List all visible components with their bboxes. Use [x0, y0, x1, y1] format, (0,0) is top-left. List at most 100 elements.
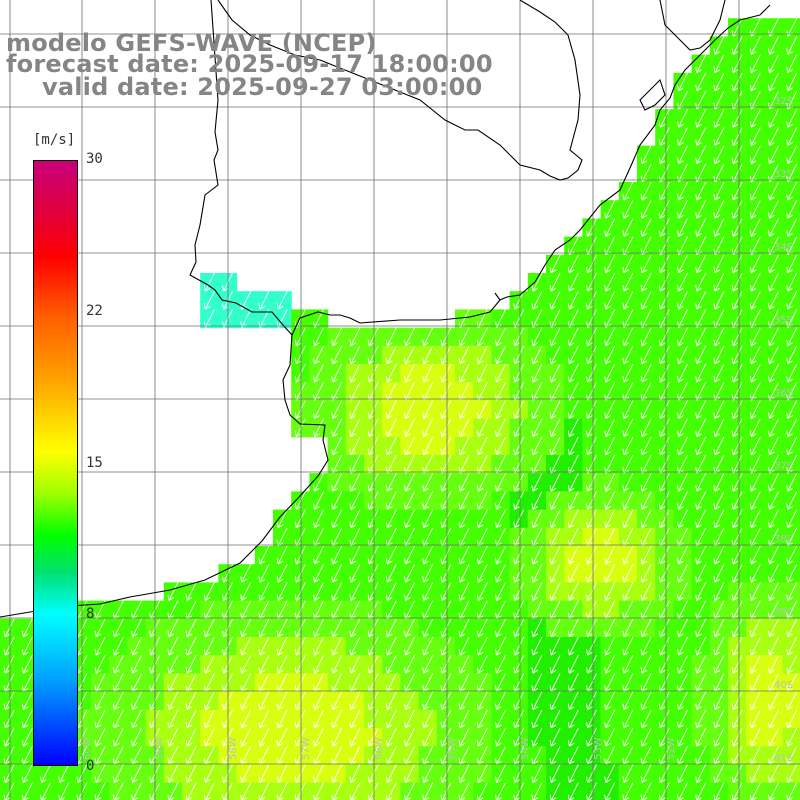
wind-arrow — [422, 582, 434, 601]
wind-arrow — [713, 254, 725, 274]
wind-arrow — [786, 491, 798, 510]
wind-arrow — [768, 327, 779, 347]
wind-arrow — [713, 436, 725, 456]
wind-arrow — [677, 436, 688, 456]
wind-arrow — [440, 582, 452, 601]
wind-arrow — [586, 491, 597, 510]
wind-arrow — [713, 509, 725, 529]
wind-arrow — [786, 363, 798, 383]
wind-arrow — [622, 509, 634, 529]
wind-arrow — [786, 200, 798, 219]
wind-arrow — [768, 54, 779, 74]
wind-arrow — [404, 418, 415, 438]
wind-arrow — [786, 545, 798, 565]
wind-arrow — [695, 127, 707, 146]
wind-arrow — [422, 418, 434, 438]
latitude-label: 36S — [774, 388, 793, 399]
wind-arrow — [513, 509, 525, 529]
wind-arrow — [749, 218, 761, 237]
wind-arrow — [531, 473, 543, 492]
wind-arrow — [768, 291, 779, 310]
wind-arrow — [749, 400, 761, 419]
wind-arrow — [531, 509, 543, 529]
wind-arrow — [622, 218, 634, 237]
wind-arrow — [677, 200, 688, 219]
wind-arrow — [476, 473, 488, 492]
wind-arrow — [422, 564, 434, 583]
wind-arrow — [768, 218, 779, 237]
wind-arrow — [567, 363, 579, 383]
wind-arrow — [731, 254, 743, 274]
wind-arrow — [640, 400, 652, 419]
wind-arrow — [604, 400, 616, 419]
wind-arrow — [695, 363, 707, 383]
wind-arrow — [567, 327, 579, 347]
wind-arrow — [313, 400, 324, 419]
wind-arrow — [440, 345, 452, 365]
wind-arrow — [567, 272, 579, 292]
wind-arrow — [167, 582, 179, 601]
wind-arrow — [513, 564, 525, 583]
wind-arrow — [786, 109, 798, 128]
wind-arrow — [604, 345, 616, 365]
wind-arrow — [713, 218, 725, 237]
wind-arrow — [640, 509, 652, 529]
wind-arrow — [731, 400, 743, 419]
wind-arrow — [768, 509, 779, 529]
wind-arrow — [422, 327, 434, 347]
wind-arrow — [567, 291, 579, 310]
wind-arrow — [640, 181, 652, 201]
wind-arrow — [695, 491, 707, 510]
wind-arrow — [713, 418, 725, 438]
wind-arrow — [313, 363, 324, 383]
wind-arrow — [768, 72, 779, 92]
wind-arrow — [768, 436, 779, 456]
wind-arrow — [622, 473, 634, 492]
wind-arrow — [422, 491, 434, 510]
wind-arrow — [731, 545, 743, 565]
wind-arrow — [604, 254, 616, 274]
wind-arrow — [622, 345, 634, 365]
wind-arrow — [567, 345, 579, 365]
wind-arrow — [695, 400, 707, 419]
wind-arrow — [258, 545, 270, 565]
wind-arrow — [331, 418, 343, 438]
wind-arrow — [749, 127, 761, 146]
wind-arrow — [495, 545, 506, 565]
wind-arrow — [549, 363, 561, 383]
wind-arrow — [731, 145, 743, 165]
wind-arrow — [749, 491, 761, 510]
wind-arrow — [768, 36, 779, 55]
wind-arrow — [786, 509, 798, 529]
wind-arrow — [476, 345, 488, 365]
longitude-label: 60W — [82, 737, 93, 760]
wind-arrow — [385, 363, 397, 383]
wind-arrow — [404, 327, 415, 347]
wind-arrow — [695, 181, 707, 201]
wind-arrow — [422, 509, 434, 529]
wind-arrow — [677, 145, 688, 165]
wind-arrow — [440, 545, 452, 565]
latitude-label: 38S — [774, 534, 793, 545]
wind-arrow — [604, 564, 616, 583]
wind-arrow — [404, 545, 415, 565]
wind-arrow — [313, 473, 324, 492]
longitude-label: 59W — [154, 737, 165, 760]
wind-arrow — [695, 473, 707, 492]
wind-arrow — [749, 36, 761, 55]
wind-arrow — [640, 291, 652, 310]
wind-arrow — [313, 545, 324, 565]
wind-arrow — [586, 400, 597, 419]
longitude-label: 58W — [228, 737, 239, 760]
wind-arrow — [768, 254, 779, 274]
wind-arrow — [713, 36, 725, 55]
longitude-label: 52W — [666, 737, 677, 760]
wind-arrow — [495, 436, 506, 456]
wind-arrow — [713, 564, 725, 583]
wind-arrow — [604, 218, 616, 237]
wind-arrow — [495, 400, 506, 419]
wind-arrow — [768, 418, 779, 438]
wind-arrow — [658, 491, 670, 510]
wind-arrow — [731, 327, 743, 347]
wind-arrow — [513, 545, 525, 565]
